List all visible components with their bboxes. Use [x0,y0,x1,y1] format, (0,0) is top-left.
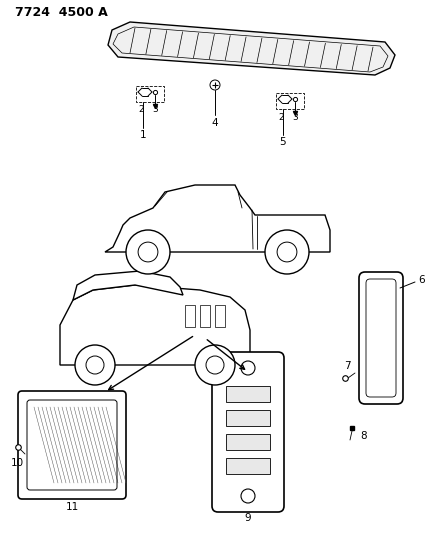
Circle shape [138,242,158,262]
Circle shape [75,345,115,385]
Bar [136,86,164,102]
Text: 1: 1 [140,130,146,140]
Bar [226,458,270,474]
Polygon shape [105,185,330,252]
Text: 6: 6 [418,275,425,285]
Bar [226,434,270,450]
FancyBboxPatch shape [359,272,403,404]
Text: 2: 2 [138,106,144,115]
Text: 7724  4500 A: 7724 4500 A [15,5,108,19]
Bar [226,386,270,402]
Text: 3: 3 [152,106,158,115]
Bar [200,305,210,327]
FancyBboxPatch shape [18,391,126,499]
Text: 4: 4 [212,118,218,128]
Text: 2: 2 [278,112,284,122]
Circle shape [126,230,170,274]
Bar [226,410,270,426]
Text: 11: 11 [65,502,79,512]
Bar [276,93,304,109]
Bar [185,305,195,327]
Polygon shape [73,271,183,300]
Text: 9: 9 [245,513,251,523]
Circle shape [277,242,297,262]
Circle shape [195,345,235,385]
Text: 7: 7 [344,361,350,371]
Circle shape [206,356,224,374]
Text: 8: 8 [360,431,367,441]
Text: 10: 10 [10,458,24,468]
Circle shape [86,356,104,374]
Circle shape [265,230,309,274]
Polygon shape [108,22,395,75]
Text: 3: 3 [292,112,298,122]
Text: 5: 5 [279,137,286,147]
FancyBboxPatch shape [212,352,284,512]
Polygon shape [60,285,250,365]
Bar [215,305,225,327]
